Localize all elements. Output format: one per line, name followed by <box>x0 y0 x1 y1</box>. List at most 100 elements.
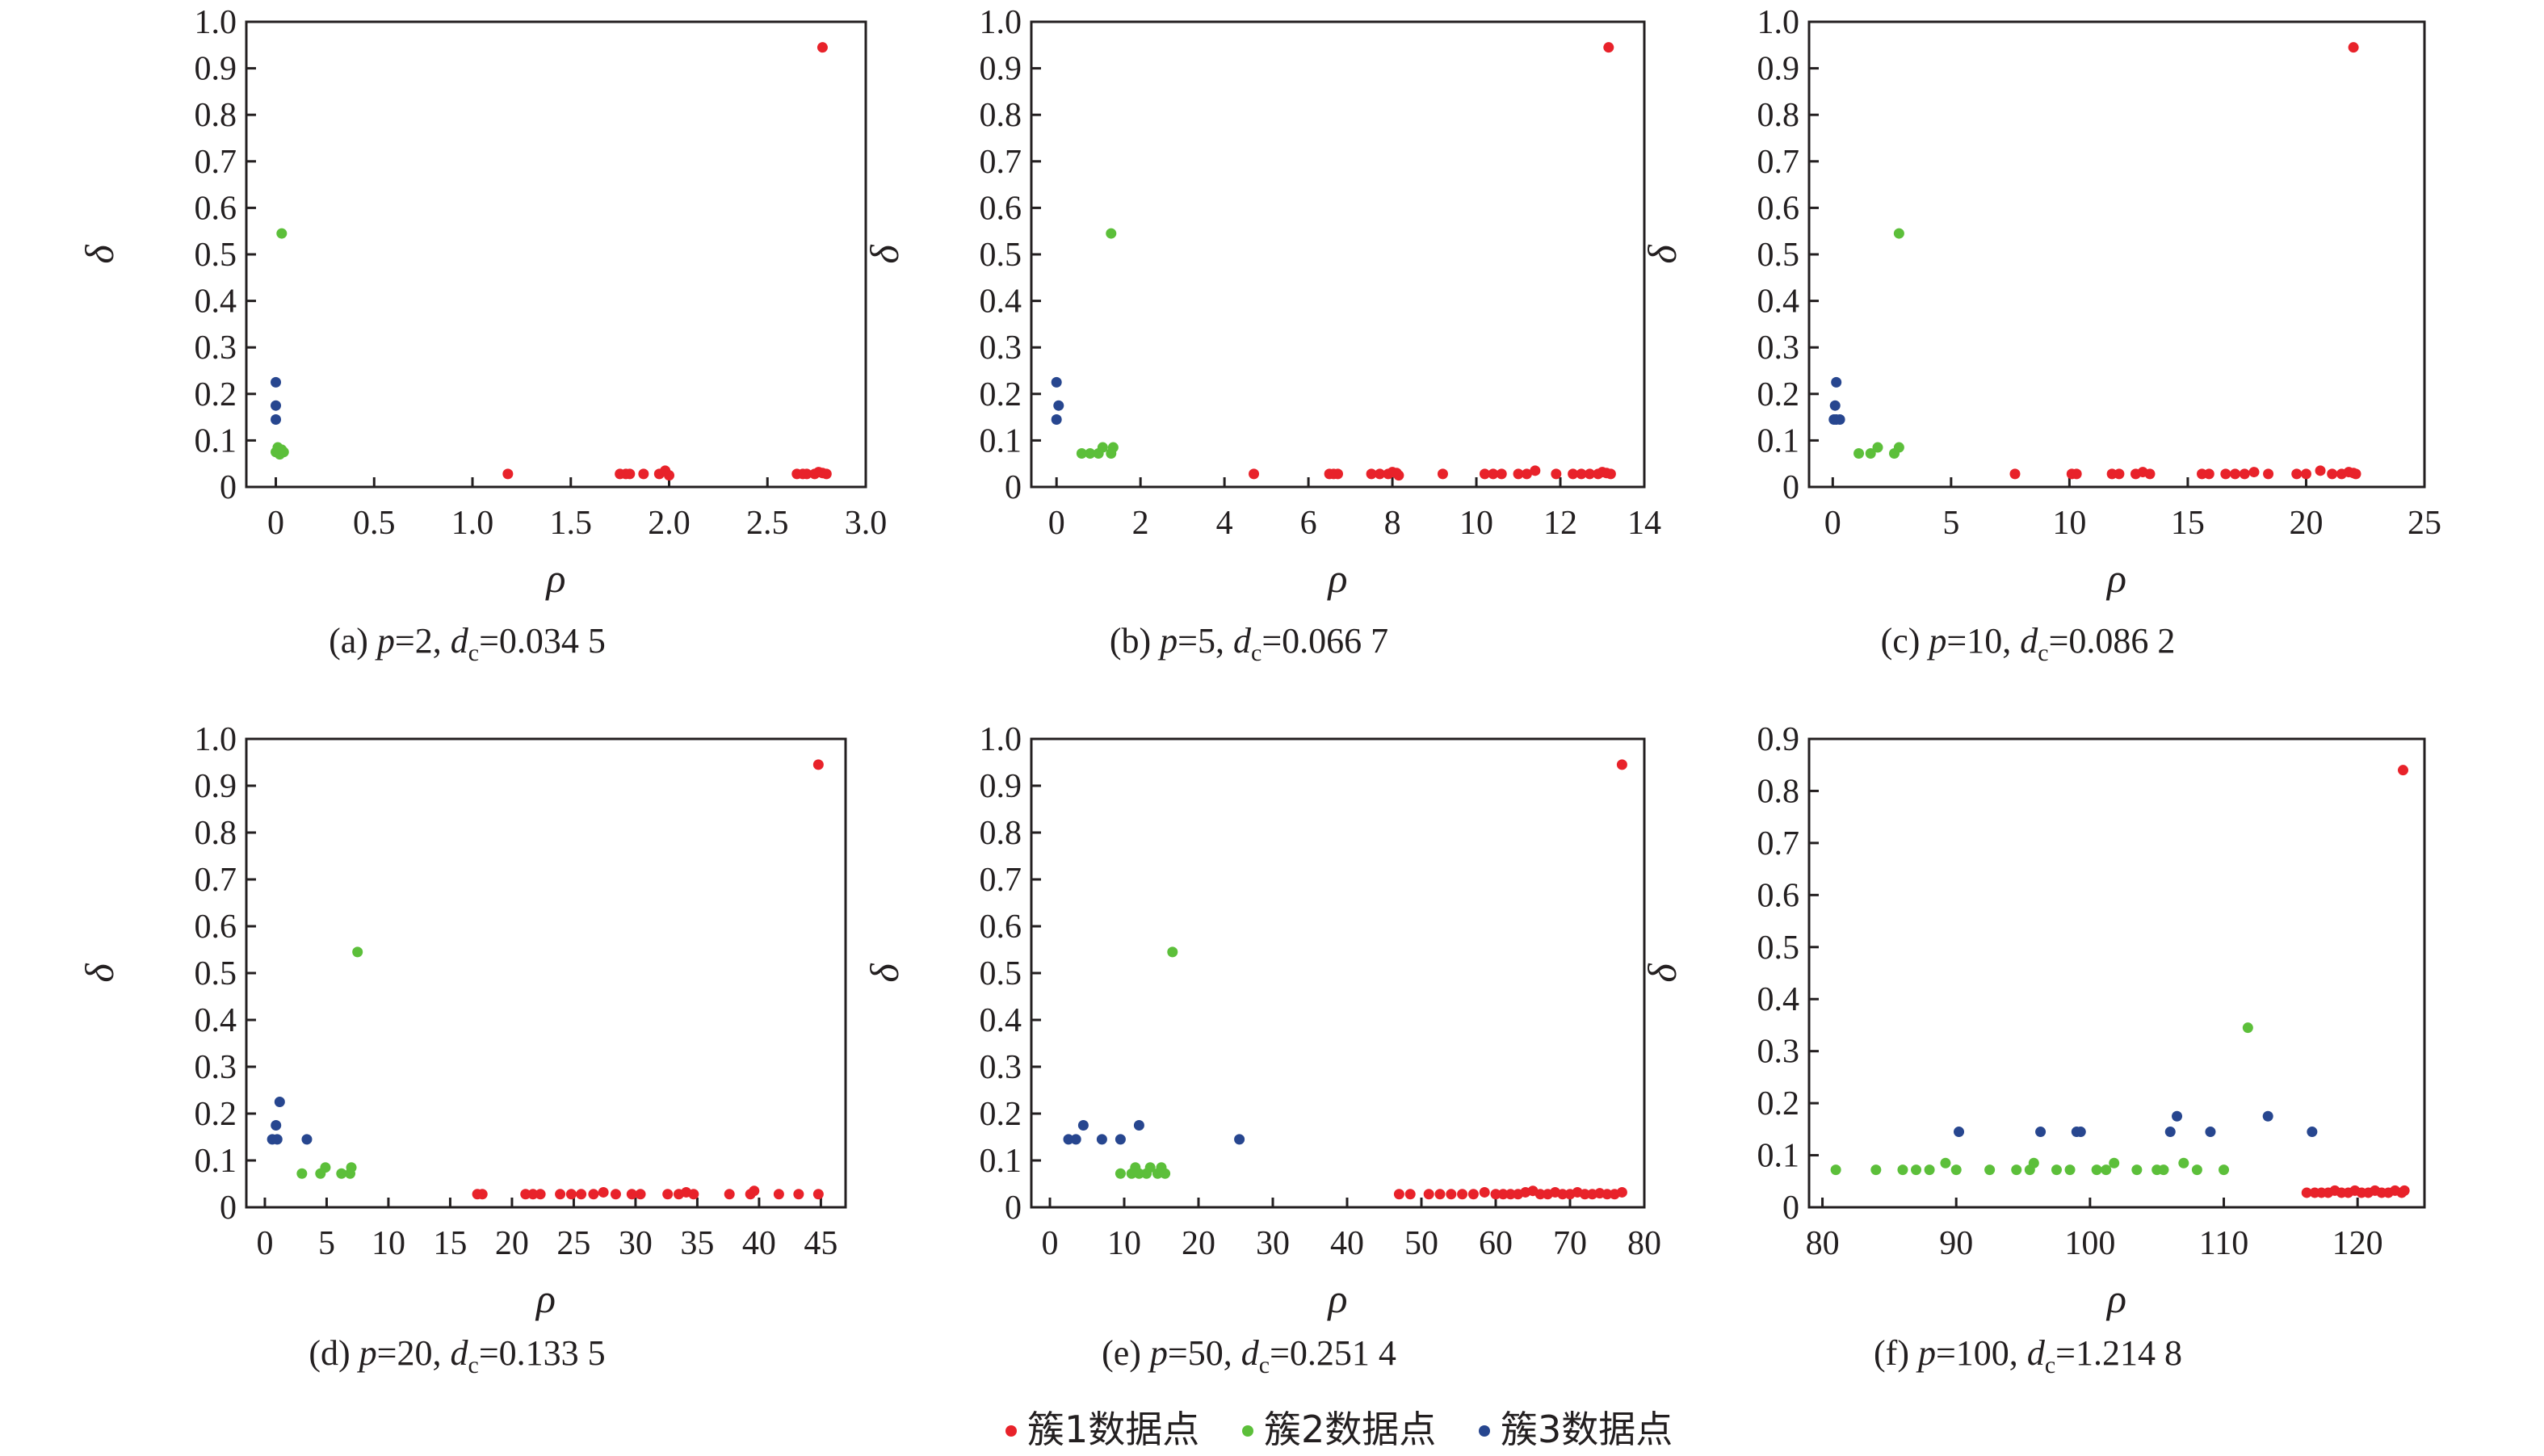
y-tick-label: 0.6 <box>980 908 1022 946</box>
x-tick-label: 0 <box>1048 505 1065 542</box>
x-tick-label: 14 <box>1627 505 1661 542</box>
y-tick-label: 0.9 <box>980 51 1022 88</box>
y-tick-label: 0.9 <box>980 768 1022 805</box>
data-point <box>1070 1134 1081 1145</box>
legend-marker <box>1005 1425 1017 1437</box>
y-tick-label: 0.1 <box>1757 1138 1800 1175</box>
x-tick-label: 40 <box>1330 1225 1364 1262</box>
plot-frame <box>245 20 867 489</box>
data-point <box>1831 376 1842 388</box>
x-axis-label: ρ <box>2105 1276 2126 1321</box>
panel-caption: (d) p=20, dc=0.133 5 <box>309 1333 605 1378</box>
caption-d-sub: c <box>1259 1352 1270 1378</box>
data-point <box>624 468 636 480</box>
y-tick-label: 0.7 <box>195 862 237 899</box>
x-tick-label: 10 <box>1459 505 1493 542</box>
data-point <box>1984 1164 1996 1176</box>
y-tick-label: 0.3 <box>1757 1034 1800 1071</box>
series-cluster-2 <box>1076 228 1119 459</box>
data-point <box>1133 1168 1144 1179</box>
panel-caption: (b) p=5, dc=0.066 7 <box>1110 621 1388 666</box>
plot-frame <box>245 737 847 1209</box>
data-point <box>520 1189 531 1200</box>
data-point <box>1167 946 1178 958</box>
data-point <box>1513 468 1524 480</box>
data-point <box>1551 468 1562 480</box>
x-tick-label: 10 <box>1107 1225 1141 1262</box>
data-point <box>1505 1189 1516 1200</box>
x-tick-label: 25 <box>2408 505 2441 542</box>
series-cluster-1 <box>1393 759 1627 1200</box>
x-tick-label: 20 <box>1182 1225 1215 1262</box>
data-point <box>2028 1157 2039 1169</box>
panel-a: 0 0.1 0.2 0.3 0.4 0.5 0.6 0.7 0.8 0.9 1.0 0 0.5 1.0 1.… <box>77 4 887 666</box>
data-point <box>565 1189 577 1200</box>
data-point <box>1234 1134 1245 1145</box>
data-point <box>749 1185 760 1197</box>
panel-b: 0 0.1 0.2 0.3 0.4 0.5 0.6 0.7 0.8 0.9 1.0 0 2 4 6 8 10 12… <box>862 4 1661 666</box>
data-point <box>2203 468 2214 480</box>
x-tick-label: 2.5 <box>746 505 789 542</box>
data-point <box>1366 468 1377 480</box>
panel-caption: (f) p=100, dc=1.214 8 <box>1874 1333 2182 1378</box>
y-tick-label: 0.7 <box>1757 144 1800 181</box>
series-cluster-2 <box>296 946 363 1179</box>
data-point <box>1446 1189 1457 1200</box>
x-tick-label: 80 <box>1806 1225 1840 1262</box>
y-tick-label: 1.0 <box>1757 4 1800 41</box>
x-tick-label: 30 <box>1256 1225 1290 1262</box>
data-point <box>2091 1164 2102 1176</box>
caption-pre: (f) <box>1874 1333 1918 1373</box>
legend-label: 簇3数据点 <box>1501 1408 1673 1451</box>
caption-pre: (c) <box>1881 621 1929 661</box>
y-tick-label: 0.7 <box>1757 825 1800 862</box>
y-tick-label: 0.6 <box>195 190 237 227</box>
plot-frame <box>1807 737 2426 1209</box>
y-tick-label: 0.4 <box>1757 283 1800 321</box>
y-tick-label: 0.3 <box>1757 329 1800 367</box>
data-point <box>598 1186 609 1198</box>
x-tick-label: 90 <box>1939 1225 1973 1262</box>
caption-p-label: p <box>1926 621 1946 661</box>
x-tick-label: 100 <box>2064 1225 2115 1262</box>
data-point <box>1144 1162 1156 1173</box>
y-tick-label: 0.1 <box>195 1143 237 1180</box>
panel-c: 0 0.1 0.2 0.3 0.4 0.5 0.6 0.7 0.8 0.9 1.0 0 5 10 15 20 2… <box>1639 4 2441 666</box>
data-point <box>1893 228 1904 239</box>
caption-d-sub: c <box>2038 640 2048 666</box>
y-tick-label: 0.6 <box>195 908 237 946</box>
y-tick-label: 0.2 <box>980 1096 1022 1133</box>
caption-d-sub: c <box>468 640 479 666</box>
x-tick-label: 80 <box>1627 1225 1661 1262</box>
caption-d-value: =0.133 5 <box>479 1333 606 1373</box>
data-point <box>2348 42 2359 53</box>
data-point <box>1521 468 1532 480</box>
series-cluster-3 <box>1954 1110 2318 1138</box>
x-tick-label: 0 <box>256 1225 273 1262</box>
data-point <box>2301 1187 2312 1198</box>
data-point <box>1077 1120 1089 1131</box>
data-point <box>1107 442 1119 453</box>
data-point <box>271 400 282 411</box>
series-cluster-3 <box>271 376 282 425</box>
x-axis-label: ρ <box>1327 556 1348 601</box>
data-point <box>1333 468 1343 480</box>
x-tick-label: 2.0 <box>648 505 691 542</box>
data-point <box>527 1189 539 1200</box>
data-point <box>1872 442 1883 453</box>
data-point <box>271 1134 283 1145</box>
data-point <box>1568 468 1579 480</box>
y-tick-label: 0.2 <box>195 376 237 413</box>
data-point <box>1576 468 1587 480</box>
caption-pre: (d) <box>309 1333 359 1373</box>
x-tick-label: 6 <box>1300 505 1317 542</box>
y-tick-label: 0.1 <box>980 1143 1022 1180</box>
y-tick-label: 0.2 <box>980 376 1022 413</box>
y-tick-label: 0.4 <box>1757 981 1800 1018</box>
series-cluster-3 <box>1063 1120 1245 1145</box>
data-point <box>271 376 282 388</box>
panel-f: 0 0.1 0.2 0.3 0.4 0.5 0.6 0.7 0.8 0.9 80 90 100 110 12… <box>1639 721 2426 1378</box>
data-point <box>1897 1164 1908 1176</box>
x-tick-label: 25 <box>556 1225 590 1262</box>
data-point <box>1834 413 1845 425</box>
